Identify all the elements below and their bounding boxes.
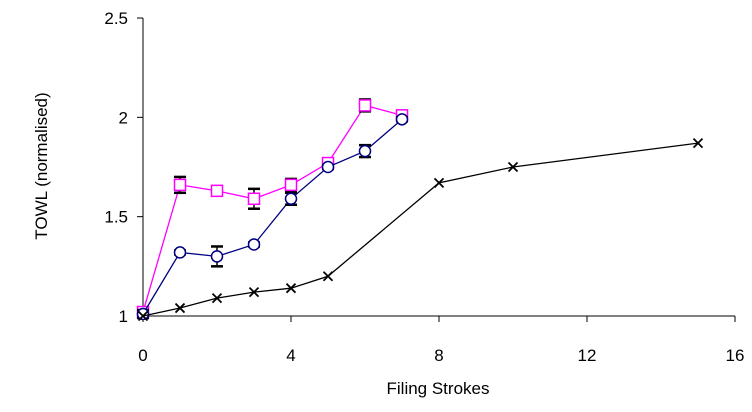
marker-stroke xyxy=(433,177,445,189)
marker-stroke xyxy=(211,292,223,304)
marker-stroke xyxy=(692,138,704,149)
data-point xyxy=(210,250,224,263)
data-point xyxy=(174,302,186,314)
x-axis-title: Filing Strokes xyxy=(387,379,490,398)
marker-stroke xyxy=(174,302,186,314)
data-point xyxy=(692,138,704,149)
data-point xyxy=(173,246,187,259)
y-tick-label: 2 xyxy=(119,108,128,127)
plot-area: 0 4 8 12 16 1 1.5 2 2.5 xyxy=(104,9,744,365)
series-1 xyxy=(136,113,409,321)
marker-stroke xyxy=(137,310,149,322)
data-point xyxy=(211,292,223,304)
y-tick-label: 2.5 xyxy=(104,9,128,28)
data-point xyxy=(284,192,298,206)
series-line xyxy=(142,142,699,317)
data-point xyxy=(321,160,335,174)
marker-stroke xyxy=(507,161,519,173)
data-point xyxy=(433,177,445,189)
x-tick-label: 0 xyxy=(138,346,147,365)
y-tick-label: 1 xyxy=(119,307,128,326)
data-point xyxy=(247,238,261,251)
data-point xyxy=(358,99,372,112)
x-tick-label: 4 xyxy=(286,346,295,365)
x-tick-label: 12 xyxy=(578,346,597,365)
marker-stroke xyxy=(248,287,260,298)
data-point xyxy=(322,271,334,282)
y-tick-label: 1.5 xyxy=(104,208,128,227)
data-point xyxy=(136,307,150,321)
data-point xyxy=(137,310,149,322)
y-axis-title: TOWL (normalised) xyxy=(32,92,51,239)
x-tick-label: 16 xyxy=(726,346,745,365)
series-0 xyxy=(136,98,409,319)
marker-stroke xyxy=(285,283,297,294)
data-point xyxy=(358,144,372,158)
data-point xyxy=(285,283,297,294)
data-point xyxy=(284,178,298,192)
data-point xyxy=(507,161,519,173)
data-point xyxy=(395,113,409,126)
x-tick-label: 8 xyxy=(434,346,443,365)
data-point xyxy=(173,178,187,192)
series-line xyxy=(142,104,403,313)
marker-stroke xyxy=(322,271,334,282)
data-point xyxy=(210,184,224,198)
data-point xyxy=(248,287,260,298)
data-point xyxy=(247,192,261,206)
series-2 xyxy=(137,138,704,322)
